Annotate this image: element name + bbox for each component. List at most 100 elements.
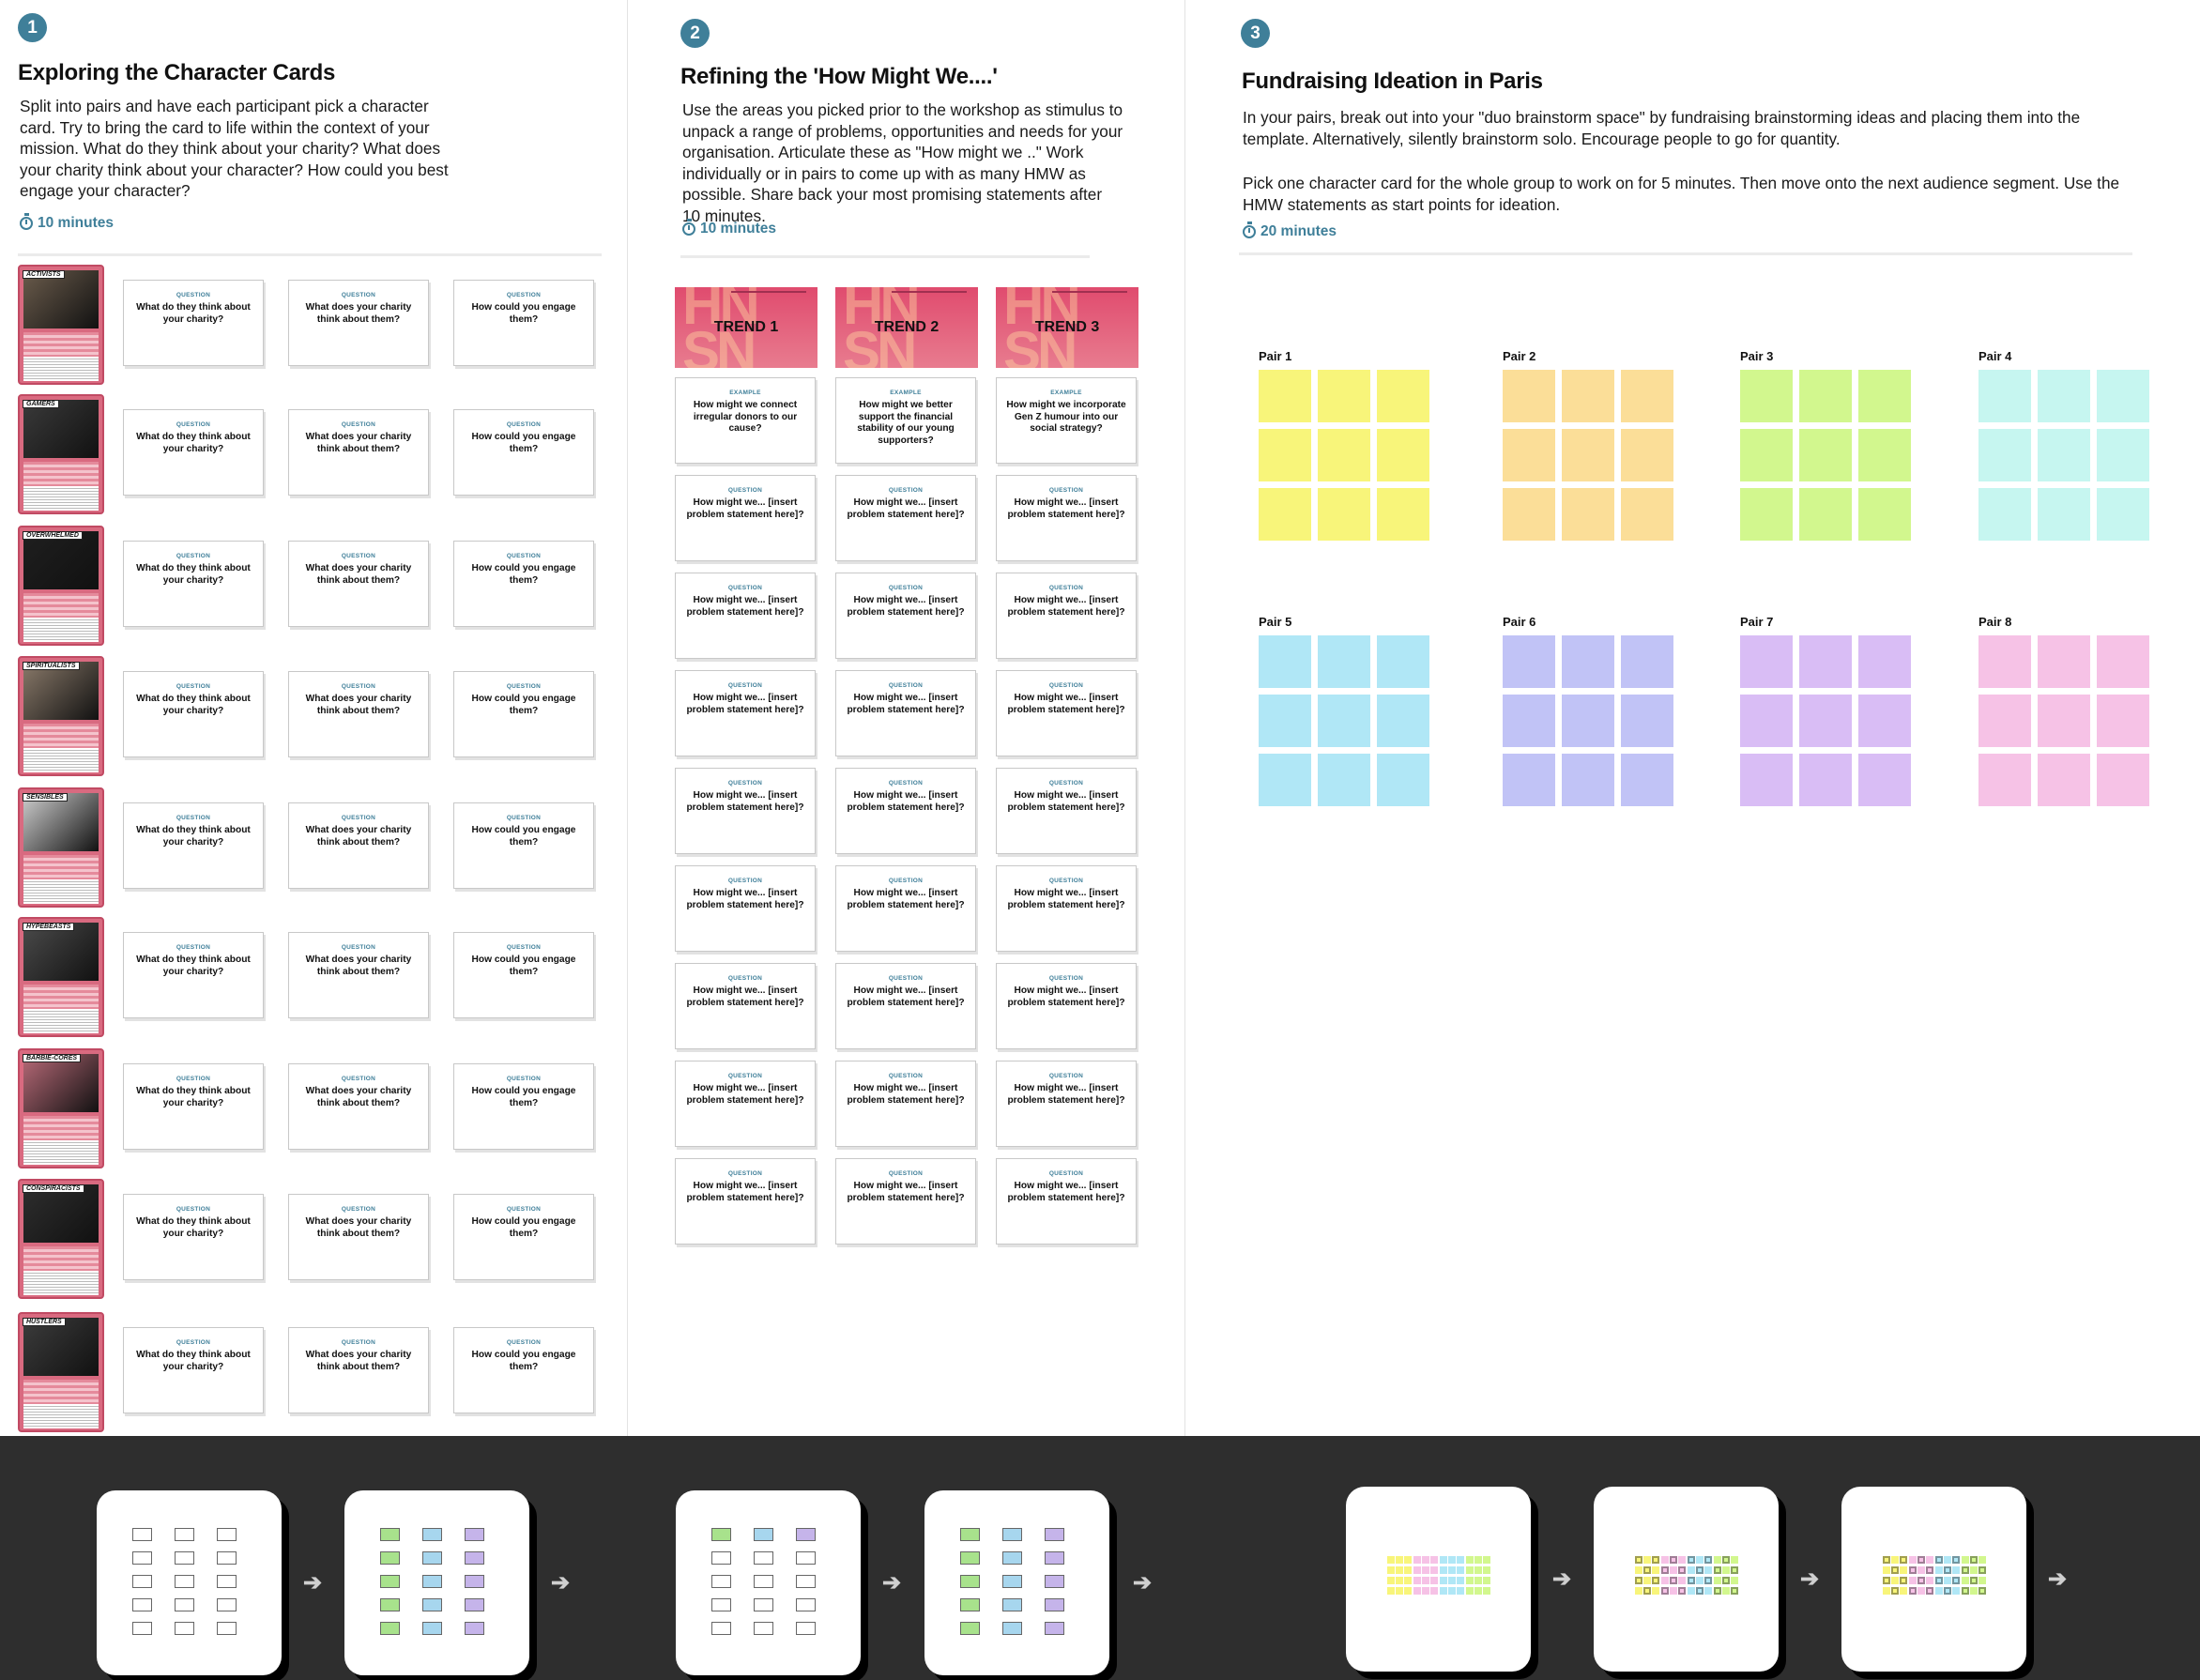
sticky-note[interactable] xyxy=(1621,695,1673,747)
sticky-note[interactable] xyxy=(1978,429,2031,481)
sticky-note[interactable] xyxy=(1377,695,1429,747)
hmw-card[interactable]: QUESTION How might we... [insert problem … xyxy=(675,670,816,756)
hmw-card[interactable]: QUESTION How might we... [insert problem … xyxy=(835,573,976,659)
hmw-card[interactable]: QUESTION How might we... [insert problem … xyxy=(675,573,816,659)
hmw-card[interactable]: QUESTION How might we... [insert problem … xyxy=(835,670,976,756)
question-card[interactable]: QUESTION What do they think about your ch… xyxy=(123,1194,264,1280)
question-card[interactable]: QUESTION What does your charity think abo… xyxy=(288,409,429,496)
question-card[interactable]: QUESTION How could you engage them? xyxy=(453,541,594,627)
sticky-note[interactable] xyxy=(1377,635,1429,688)
sticky-note[interactable] xyxy=(2097,635,2149,688)
sticky-note[interactable] xyxy=(1799,635,1852,688)
sticky-note[interactable] xyxy=(1978,754,2031,806)
question-card[interactable]: QUESTION How could you engage them? xyxy=(453,671,594,757)
hmw-card[interactable]: QUESTION How might we... [insert problem … xyxy=(675,963,816,1049)
sticky-note[interactable] xyxy=(2038,488,2090,541)
sticky-note[interactable] xyxy=(2097,488,2149,541)
hmw-card[interactable]: QUESTION How might we... [insert problem … xyxy=(835,1158,976,1245)
hmw-card[interactable]: QUESTION How might we... [insert problem … xyxy=(835,963,976,1049)
sticky-note[interactable] xyxy=(1621,370,1673,422)
sticky-note[interactable] xyxy=(1858,695,1911,747)
example-card[interactable]: EXAMPLE How might we connect irregular do… xyxy=(675,377,816,464)
sticky-note[interactable] xyxy=(1799,488,1852,541)
hmw-card[interactable]: QUESTION How might we... [insert problem … xyxy=(996,768,1137,854)
sticky-note[interactable] xyxy=(1318,488,1370,541)
question-card[interactable]: QUESTION How could you engage them? xyxy=(453,1063,594,1150)
sticky-note[interactable] xyxy=(2097,695,2149,747)
question-card[interactable]: QUESTION What does your charity think abo… xyxy=(288,1063,429,1150)
sticky-note[interactable] xyxy=(2097,370,2149,422)
trend-card[interactable]: HNSN TREND 2 xyxy=(835,287,978,368)
sticky-note[interactable] xyxy=(1621,635,1673,688)
sticky-note[interactable] xyxy=(1318,754,1370,806)
sticky-note[interactable] xyxy=(1318,635,1370,688)
sticky-note[interactable] xyxy=(1621,488,1673,541)
sticky-note[interactable] xyxy=(1503,754,1555,806)
sticky-note[interactable] xyxy=(1503,635,1555,688)
sticky-note[interactable] xyxy=(1377,488,1429,541)
character-card[interactable]: SENSIBLES xyxy=(18,787,104,908)
hmw-card[interactable]: QUESTION How might we... [insert problem … xyxy=(835,475,976,561)
sticky-note[interactable] xyxy=(1259,695,1311,747)
hmw-card[interactable]: QUESTION How might we... [insert problem … xyxy=(675,1158,816,1245)
sticky-note[interactable] xyxy=(1259,488,1311,541)
sticky-note[interactable] xyxy=(1799,429,1852,481)
sticky-note[interactable] xyxy=(1259,370,1311,422)
hmw-card[interactable]: QUESTION How might we... [insert problem … xyxy=(996,963,1137,1049)
sticky-note[interactable] xyxy=(1318,429,1370,481)
character-card[interactable]: HYPEBEASTS xyxy=(18,917,104,1037)
sticky-note[interactable] xyxy=(1858,754,1911,806)
question-card[interactable]: QUESTION How could you engage them? xyxy=(453,1327,594,1413)
hmw-card[interactable]: QUESTION How might we... [insert problem … xyxy=(675,865,816,952)
question-card[interactable]: QUESTION What do they think about your ch… xyxy=(123,1327,264,1413)
hmw-card[interactable]: QUESTION How might we... [insert problem … xyxy=(835,768,976,854)
sticky-note[interactable] xyxy=(1562,695,1614,747)
example-card[interactable]: EXAMPLE How might we better support the f… xyxy=(835,377,976,464)
question-card[interactable]: QUESTION What do they think about your ch… xyxy=(123,802,264,889)
sticky-note[interactable] xyxy=(1799,370,1852,422)
question-card[interactable]: QUESTION How could you engage them? xyxy=(453,1194,594,1280)
hmw-card[interactable]: QUESTION How might we... [insert problem … xyxy=(996,865,1137,952)
hmw-card[interactable]: QUESTION How might we... [insert problem … xyxy=(675,475,816,561)
hmw-card[interactable]: QUESTION How might we... [insert problem … xyxy=(996,475,1137,561)
sticky-note[interactable] xyxy=(1318,695,1370,747)
question-card[interactable]: QUESTION How could you engage them? xyxy=(453,802,594,889)
sticky-note[interactable] xyxy=(1978,635,2031,688)
sticky-note[interactable] xyxy=(1799,754,1852,806)
question-card[interactable]: QUESTION How could you engage them? xyxy=(453,932,594,1018)
hmw-card[interactable]: QUESTION How might we... [insert problem … xyxy=(835,865,976,952)
question-card[interactable]: QUESTION What does your charity think abo… xyxy=(288,1194,429,1280)
sticky-note[interactable] xyxy=(2038,635,2090,688)
sticky-note[interactable] xyxy=(1503,429,1555,481)
character-card[interactable]: ACTIVISTS xyxy=(18,265,104,385)
character-card[interactable]: SPIRITUALISTS xyxy=(18,656,104,776)
trend-card[interactable]: HNSN TREND 3 xyxy=(996,287,1138,368)
sticky-note[interactable] xyxy=(1259,754,1311,806)
question-card[interactable]: QUESTION What does your charity think abo… xyxy=(288,671,429,757)
sticky-note[interactable] xyxy=(1621,754,1673,806)
sticky-note[interactable] xyxy=(1562,754,1614,806)
question-card[interactable]: QUESTION What do they think about your ch… xyxy=(123,280,264,366)
sticky-note[interactable] xyxy=(2038,754,2090,806)
sticky-note[interactable] xyxy=(1377,370,1429,422)
sticky-note[interactable] xyxy=(1503,370,1555,422)
sticky-note[interactable] xyxy=(1740,635,1793,688)
sticky-note[interactable] xyxy=(1377,429,1429,481)
question-card[interactable]: QUESTION What does your charity think abo… xyxy=(288,1327,429,1413)
sticky-note[interactable] xyxy=(1978,695,2031,747)
sticky-note[interactable] xyxy=(2038,695,2090,747)
character-card[interactable]: GAMERS xyxy=(18,394,104,514)
sticky-note[interactable] xyxy=(1562,429,1614,481)
sticky-note[interactable] xyxy=(1562,488,1614,541)
question-card[interactable]: QUESTION What do they think about your ch… xyxy=(123,671,264,757)
question-card[interactable]: QUESTION What do they think about your ch… xyxy=(123,409,264,496)
sticky-note[interactable] xyxy=(1858,488,1911,541)
question-card[interactable]: QUESTION What does your charity think abo… xyxy=(288,932,429,1018)
sticky-note[interactable] xyxy=(2097,754,2149,806)
question-card[interactable]: QUESTION What do they think about your ch… xyxy=(123,932,264,1018)
trend-card[interactable]: HNSN TREND 1 xyxy=(675,287,817,368)
sticky-note[interactable] xyxy=(1740,370,1793,422)
sticky-note[interactable] xyxy=(1562,370,1614,422)
hmw-card[interactable]: QUESTION How might we... [insert problem … xyxy=(675,768,816,854)
sticky-note[interactable] xyxy=(1259,429,1311,481)
